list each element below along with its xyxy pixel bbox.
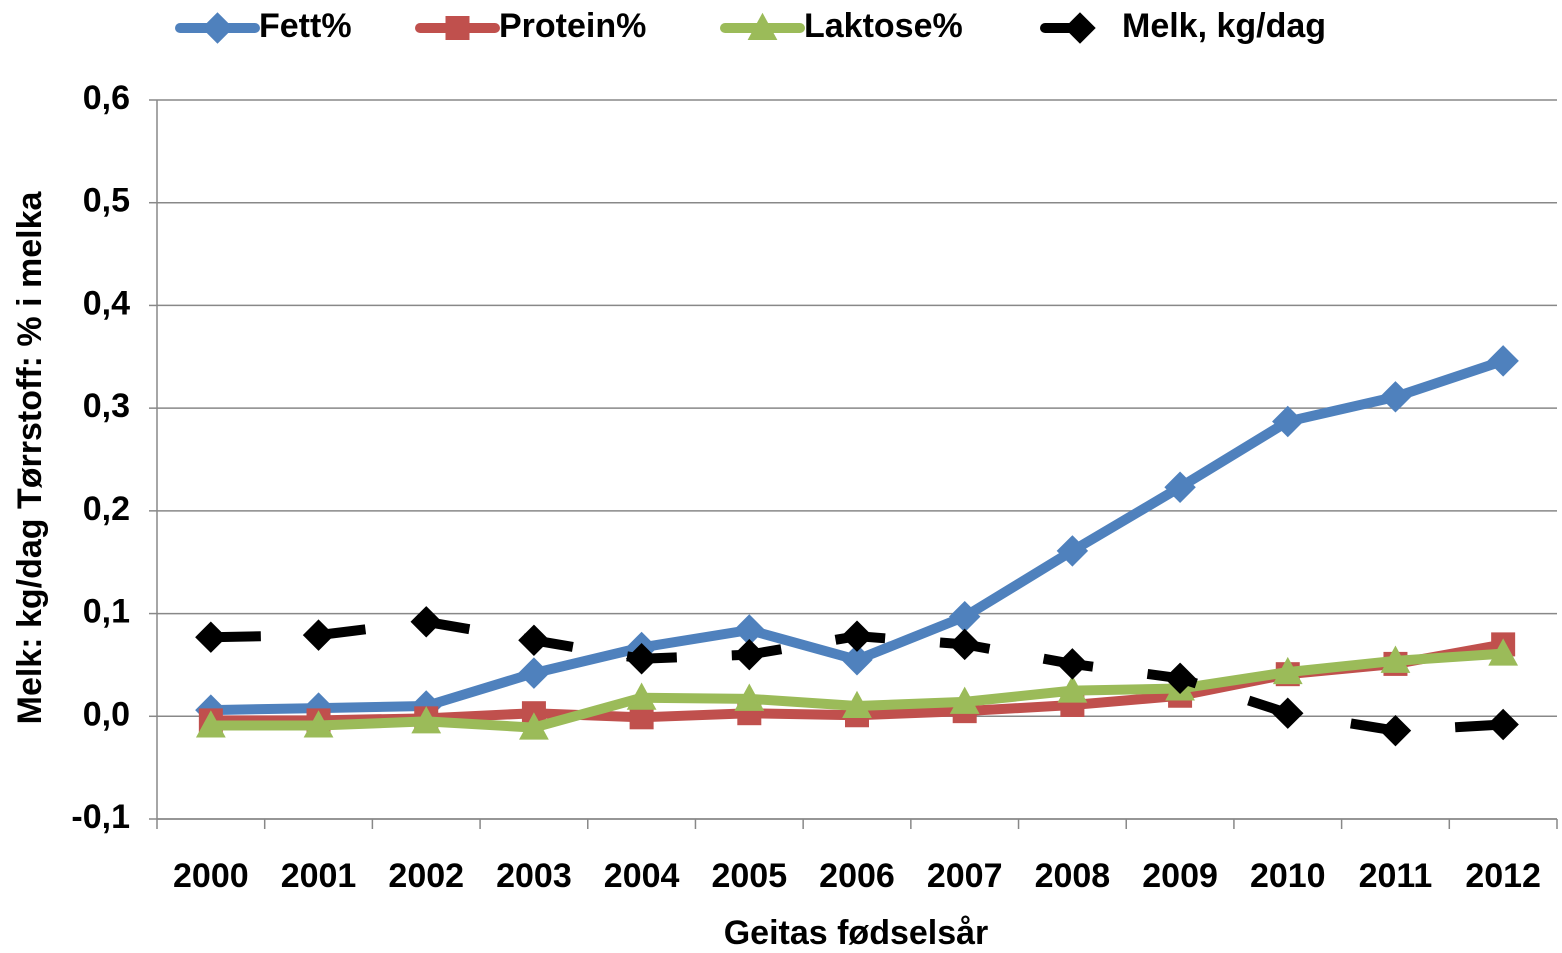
x-tick-label: 2008 <box>1035 857 1111 895</box>
y-tick-label: 0,5 <box>83 182 130 220</box>
marker <box>304 621 333 650</box>
x-tick-label: 2011 <box>1359 857 1433 895</box>
legend-label: Melk, kg/dag <box>1122 7 1326 45</box>
marker <box>520 659 549 688</box>
y-tick-label: 0,3 <box>83 387 130 425</box>
legend-label: Fett% <box>259 7 352 45</box>
x-tick-label: 2010 <box>1250 857 1326 895</box>
x-tick-label: 2004 <box>604 857 680 895</box>
y-tick-label: 0,1 <box>83 593 130 631</box>
x-tick-label: 2005 <box>711 857 787 895</box>
y-tick-label: 0,2 <box>83 490 130 528</box>
legend-label: Laktose% <box>804 7 963 45</box>
marker <box>203 14 232 43</box>
x-tick-label: 2002 <box>388 857 464 895</box>
marker <box>197 623 226 652</box>
marker <box>447 17 469 39</box>
x-tick-label: 2007 <box>927 857 1003 895</box>
y-tick-label: -0,1 <box>71 798 130 836</box>
marker <box>950 630 979 659</box>
marker <box>1489 710 1518 739</box>
marker <box>412 607 441 636</box>
marker <box>1066 14 1095 43</box>
x-tick-label: 2012 <box>1465 857 1541 895</box>
marker <box>843 622 872 651</box>
y-tick-label: 0,6 <box>83 79 130 117</box>
legend-label: Protein% <box>499 7 646 45</box>
marker <box>1381 716 1410 745</box>
y-axis-label: Melk: kg/dag Tørrstoff: % i melka <box>11 191 49 725</box>
marker <box>735 640 764 669</box>
marker <box>1273 699 1302 728</box>
x-tick-label: 2003 <box>496 857 572 895</box>
marker <box>1058 650 1087 679</box>
chart: Geitas fødselsår Melk: kg/dag Tørrstoff:… <box>0 0 1562 953</box>
y-tick-label: 0,0 <box>83 695 130 733</box>
x-tick-label: 2006 <box>819 857 895 895</box>
x-tick-label: 2009 <box>1142 857 1218 895</box>
x-axis-label: Geitas fødselsår <box>724 914 989 952</box>
marker <box>520 626 549 655</box>
x-tick-label: 2001 <box>281 857 357 895</box>
x-tick-label: 2000 <box>173 857 249 895</box>
y-tick-label: 0,4 <box>83 284 130 322</box>
marker <box>1489 347 1518 376</box>
marker <box>1381 383 1410 412</box>
